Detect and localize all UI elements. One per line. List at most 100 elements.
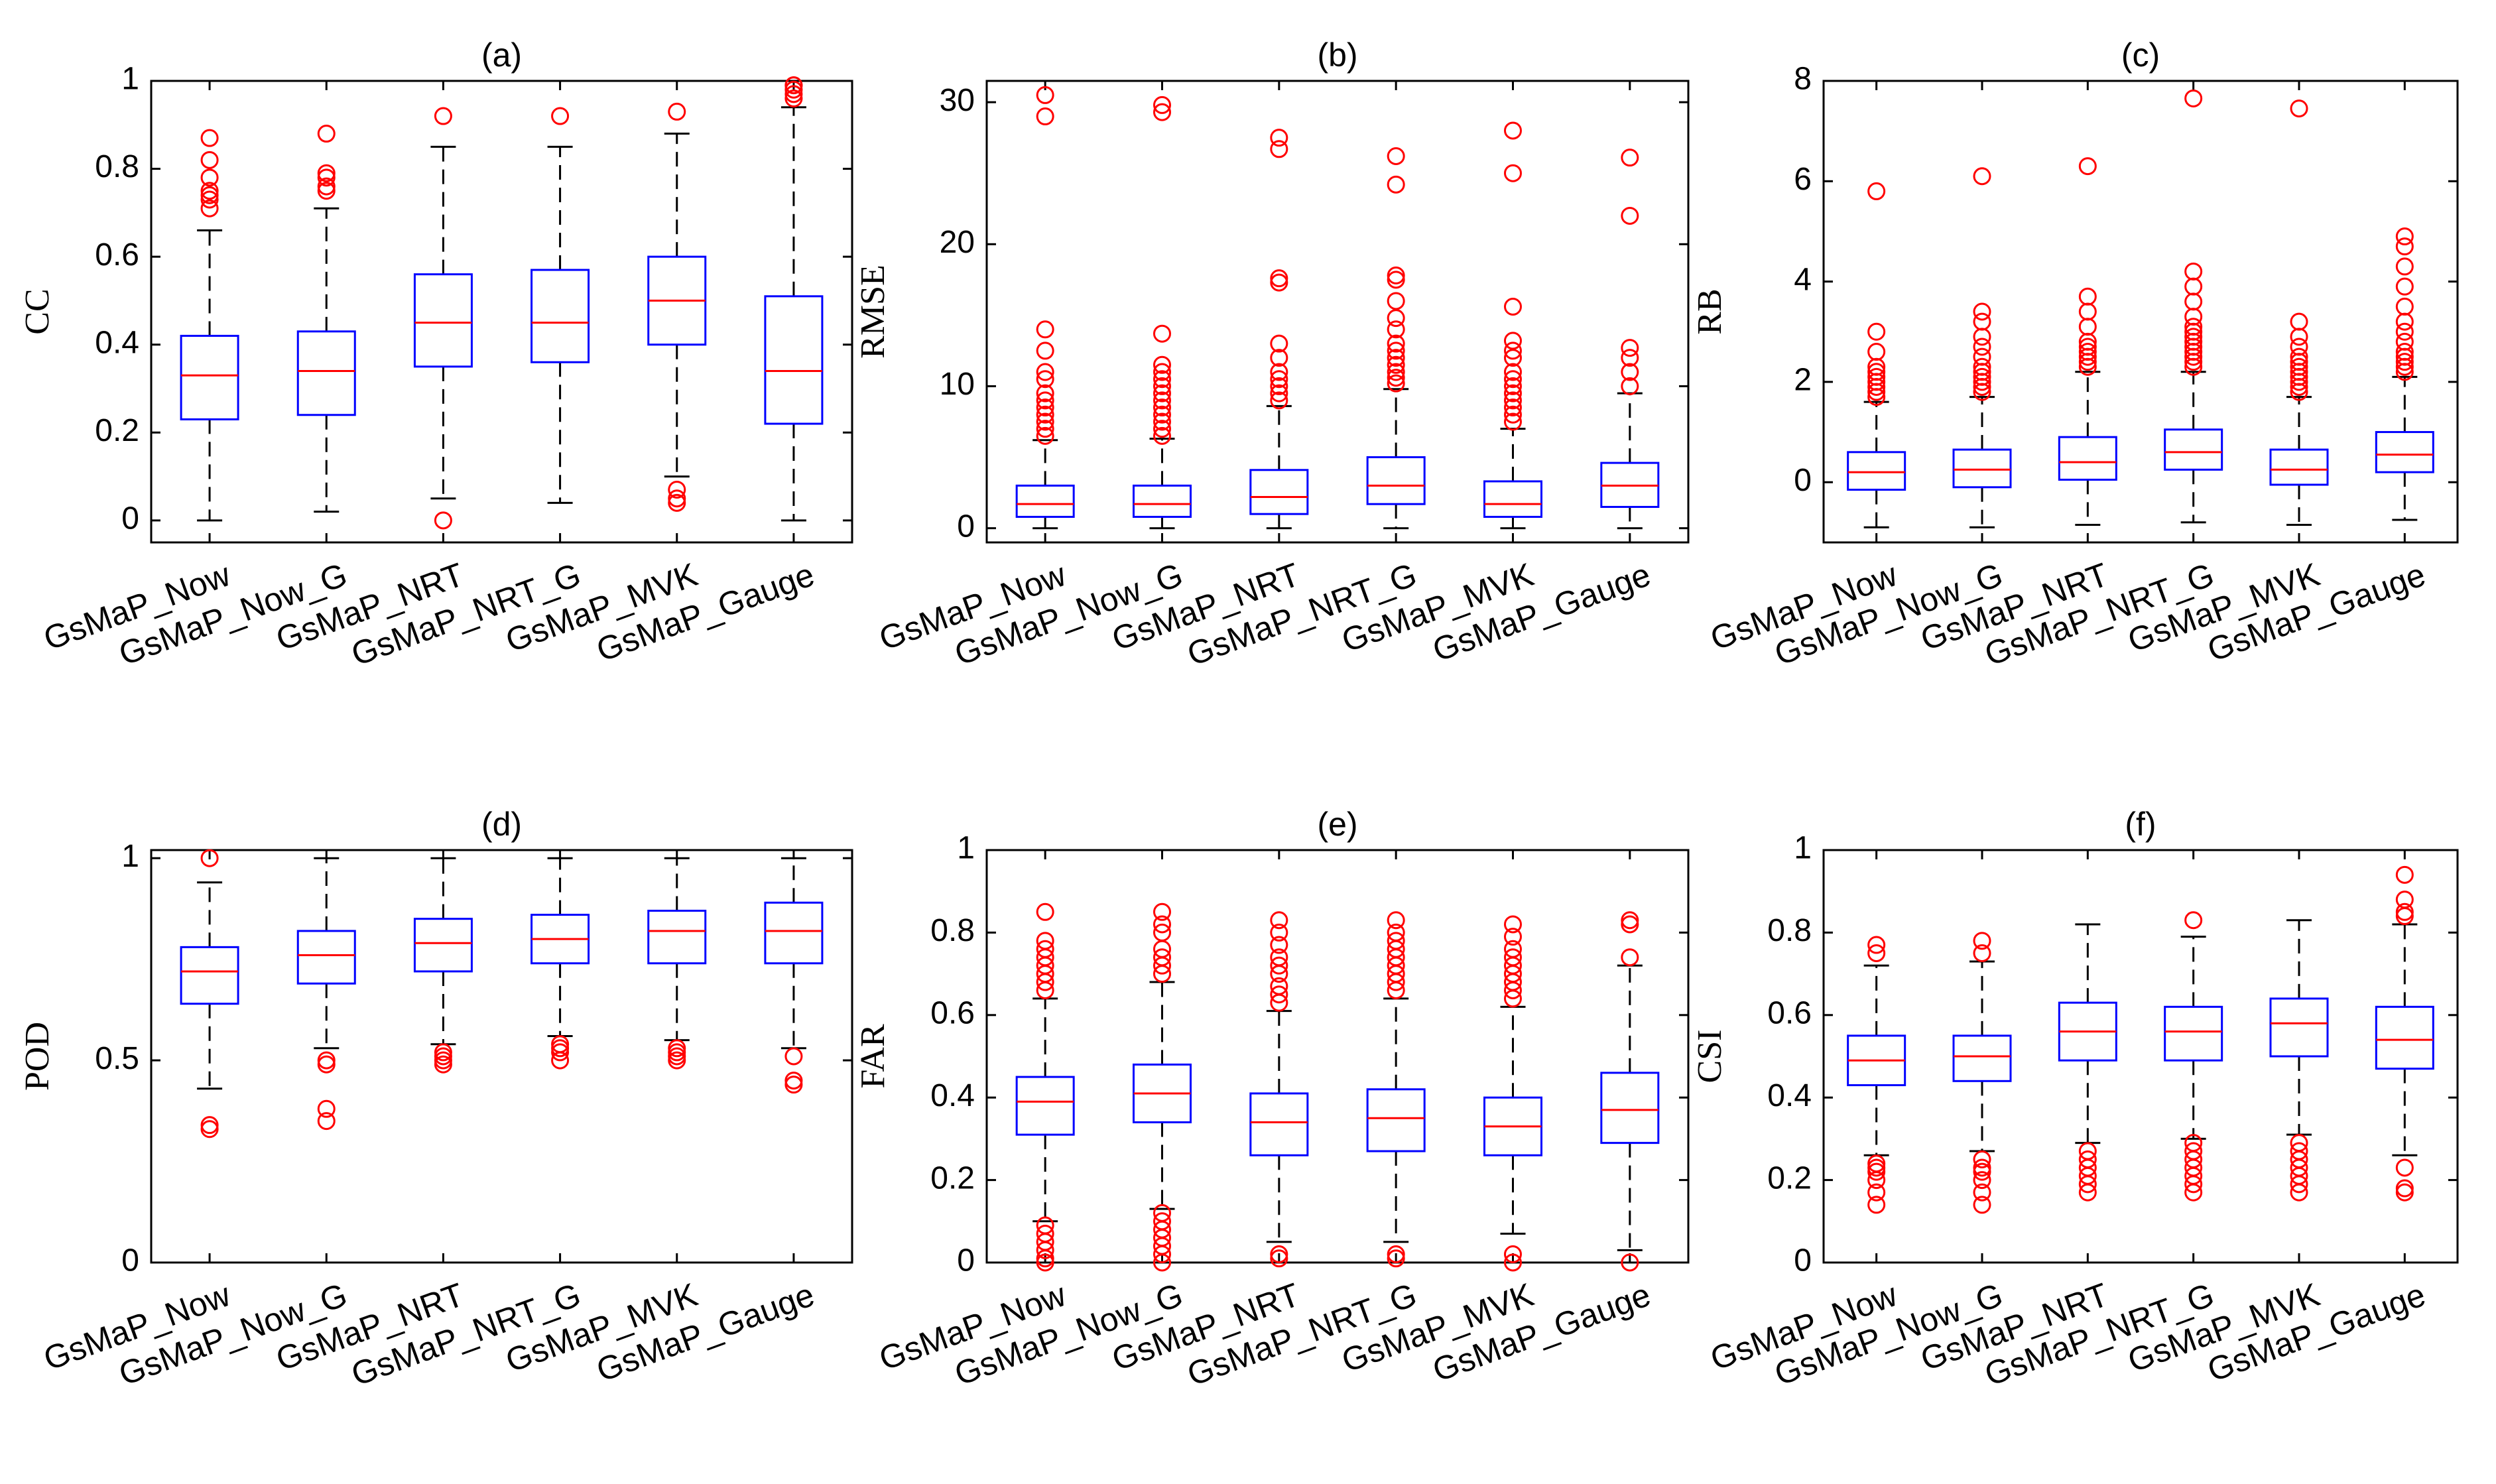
iqr-box <box>2375 431 2434 473</box>
iqr-box <box>1015 1076 1075 1136</box>
outlier-point <box>1387 355 1405 374</box>
outlier-point <box>1153 377 1171 395</box>
outlier-point <box>1504 940 1522 958</box>
outlier-point <box>2395 277 2414 296</box>
panel-f: 00.20.40.60.81(f)CSIGsMaP_NowGsMaP_Now_G… <box>1691 806 2459 1393</box>
iqr-box <box>1366 456 1426 505</box>
iqr-box <box>530 269 590 363</box>
outlier-point <box>1270 948 1288 967</box>
outlier-point <box>1387 341 1405 360</box>
outlier-point <box>1504 391 1522 410</box>
outlier-point <box>1270 363 1288 381</box>
outlier-point <box>2078 318 2097 336</box>
box-GsMaP_Now: GsMaP_Now <box>38 849 239 1377</box>
outlier-point <box>1867 182 1886 200</box>
panel-b: 0102030(b)RMSEGsMaP_NowGsMaP_Now_GGsMaP_… <box>854 36 1690 673</box>
outlier-point <box>1270 273 1288 292</box>
outlier-point <box>1036 107 1054 126</box>
outlier-point <box>2290 347 2308 366</box>
outlier-point <box>1504 1245 1522 1264</box>
outlier-point <box>2395 297 2414 316</box>
outlier-point <box>1973 338 1991 356</box>
outlier-point <box>1387 309 1405 328</box>
panel-a: 00.20.40.60.81(a)CCGsMaP_NowGsMaP_Now_GG… <box>19 36 853 673</box>
outlier-point <box>668 493 686 512</box>
box-GsMaP_NRT: GsMaP_NRT <box>1916 81 2117 658</box>
outlier-point <box>784 1047 803 1066</box>
outlier-point <box>1270 985 1288 1004</box>
y-tick-label: 0.6 <box>930 995 975 1030</box>
outlier-point <box>2395 907 2414 926</box>
y-tick-label: 30 <box>940 83 975 118</box>
outlier-point <box>1867 367 1886 386</box>
outlier-point <box>1270 269 1288 288</box>
y-tick-label: 0.8 <box>95 149 139 184</box>
outlier-point <box>1153 370 1171 389</box>
outlier-point <box>2184 328 2203 346</box>
outlier-point <box>1270 977 1288 995</box>
y-axis-label: FAR <box>854 1024 892 1089</box>
outlier-point <box>1270 384 1288 402</box>
outlier-point <box>2395 1179 2414 1198</box>
y-tick-label: 0.8 <box>1767 913 1812 948</box>
outlier-point <box>1504 370 1522 389</box>
axes-frame <box>1822 849 2459 1264</box>
outlier-point <box>2395 865 2414 884</box>
outlier-point <box>2078 302 2097 321</box>
outlier-point <box>1621 915 1639 934</box>
outlier-point <box>1270 334 1288 353</box>
outlier-point <box>1387 1245 1405 1264</box>
outlier-point <box>1867 343 1886 361</box>
outlier-point <box>1036 1224 1054 1243</box>
panel-title: (e) <box>1317 806 1357 843</box>
outlier-point <box>668 489 686 508</box>
outlier-point <box>1270 377 1288 395</box>
y-tick-label: 4 <box>1794 262 1812 297</box>
iqr-box <box>296 330 356 416</box>
outlier-point <box>1621 206 1639 225</box>
outlier-point <box>2184 911 2203 930</box>
outlier-point <box>1153 384 1171 402</box>
outlier-point <box>1153 412 1171 431</box>
outlier-point <box>2078 287 2097 306</box>
panel-title: (f) <box>2125 806 2156 843</box>
outlier-point <box>317 177 336 196</box>
outlier-point <box>1621 149 1639 167</box>
iqr-box <box>2269 997 2329 1058</box>
outlier-point <box>200 199 219 217</box>
iqr-box <box>764 901 824 965</box>
outlier-point <box>668 480 686 499</box>
panel-title: (c) <box>2121 36 2160 74</box>
outlier-point <box>1036 320 1054 339</box>
outlier-point <box>1973 1183 1991 1202</box>
outlier-point <box>1504 349 1522 367</box>
outlier-point <box>1036 940 1054 958</box>
y-tick-label: 0 <box>121 1243 139 1278</box>
iqr-box <box>413 273 473 368</box>
outlier-point <box>551 1035 570 1054</box>
iqr-box <box>180 946 239 1005</box>
outlier-point <box>2184 262 2203 280</box>
outlier-point <box>1973 167 1991 186</box>
outlier-point <box>1973 1196 1991 1214</box>
outlier-point <box>1387 1249 1405 1268</box>
iqr-box <box>413 918 473 973</box>
outlier-point <box>200 1120 219 1139</box>
iqr-box <box>2269 448 2329 486</box>
outlier-point <box>2078 1150 2097 1168</box>
outlier-point <box>1973 347 1991 366</box>
y-tick-label: 0 <box>1794 463 1812 498</box>
y-tick-label: 0.4 <box>95 325 139 360</box>
outlier-point <box>1036 420 1054 438</box>
y-tick-label: 1 <box>121 839 139 874</box>
outlier-point <box>1621 911 1639 930</box>
axes-frame <box>985 80 1690 544</box>
outlier-point <box>1504 298 1522 316</box>
outlier-point <box>1387 266 1405 284</box>
outlier-point <box>1973 944 1991 962</box>
iqr-box <box>180 334 239 420</box>
outlier-point <box>1387 175 1405 194</box>
y-tick-label: 0.4 <box>930 1078 975 1113</box>
outlier-point <box>2395 312 2414 331</box>
